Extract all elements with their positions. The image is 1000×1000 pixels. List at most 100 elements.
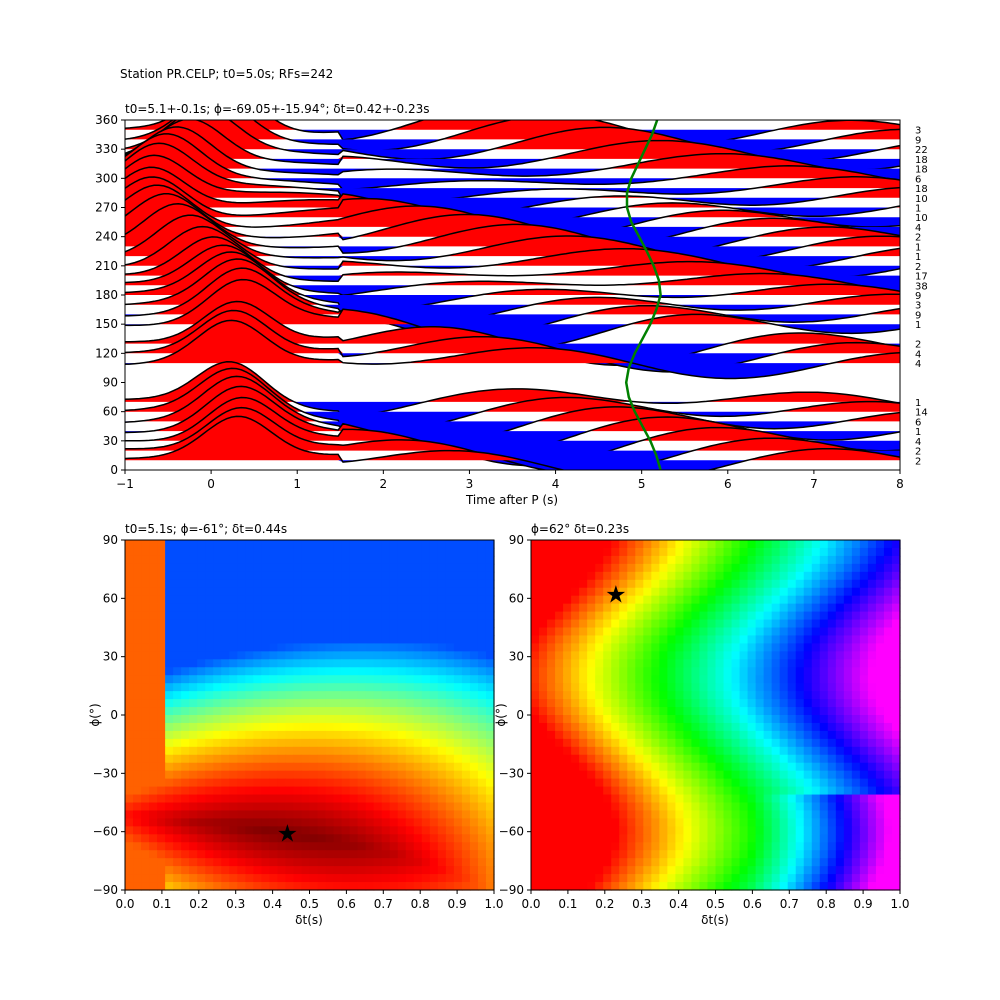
heat-cell [859, 715, 869, 724]
heat-cell [555, 746, 564, 756]
heat-cell [691, 778, 701, 788]
heat-cell [397, 746, 407, 756]
heat-cell [229, 802, 238, 812]
heat-cell [349, 691, 359, 700]
heat-cell [485, 762, 495, 772]
heat-cell [389, 619, 399, 629]
heat-cell [253, 738, 262, 748]
heat-cell [867, 850, 877, 859]
heat-cell [723, 866, 733, 875]
heat-cell [149, 571, 158, 581]
count-label: 4 [915, 223, 921, 234]
heat-cell [755, 540, 765, 549]
heat-cell [539, 722, 548, 732]
heat-cell [763, 540, 773, 549]
heat-cell [675, 667, 685, 676]
heat-cell [683, 810, 693, 819]
heat-cell [357, 754, 367, 764]
heat-cell [619, 874, 628, 883]
heat-cell [611, 707, 620, 716]
heat-cell [651, 611, 660, 621]
heat-cell [539, 874, 548, 883]
heat-cell [587, 722, 596, 732]
heat-cell [325, 730, 335, 740]
heat-cell [603, 826, 612, 835]
heat-cell [651, 643, 660, 652]
heat-cell [699, 778, 709, 788]
heat-cell [803, 858, 813, 867]
heat-cell [293, 611, 303, 621]
heat-cell [445, 770, 455, 780]
heat-cell [229, 778, 238, 788]
heat-cell [389, 794, 399, 804]
heat-cell [157, 683, 166, 692]
heat-cell [883, 762, 893, 772]
heat-cell [795, 683, 805, 692]
heat-cell [643, 579, 652, 589]
heat-cell [587, 762, 596, 772]
heat-cell [699, 738, 709, 748]
heat-cell [325, 707, 335, 716]
heat-cell [787, 826, 797, 835]
heat-cell [477, 802, 487, 812]
heat-cell [213, 563, 222, 573]
heat-cell [221, 579, 230, 589]
heat-cell [461, 675, 471, 684]
heat-cell [453, 651, 463, 660]
heat-cell [531, 651, 540, 660]
heat-cell [883, 746, 893, 756]
heat-cell [149, 667, 158, 676]
heat-cell [293, 834, 303, 843]
heat-cell [285, 746, 295, 756]
heat-cell [587, 738, 596, 748]
heat-cell [197, 595, 206, 605]
heat-cell [453, 802, 463, 812]
heat-cell [683, 699, 693, 708]
heat-cell [349, 699, 359, 708]
heat-cell [683, 715, 693, 724]
heat-cell [555, 715, 564, 724]
heat-cell [205, 746, 214, 756]
heat-cell [149, 842, 158, 851]
heat-cell [229, 635, 238, 644]
heat-cell [723, 651, 733, 660]
heat-cell [341, 563, 351, 573]
heat-cell [867, 563, 877, 573]
heat-cell [875, 786, 885, 796]
heat-cell [547, 746, 556, 756]
heat-cell [699, 611, 709, 621]
heat-cell [747, 770, 757, 780]
heat-cell [149, 675, 158, 684]
heat-cell [843, 882, 853, 891]
heat-cell [635, 563, 644, 573]
heat-cell [595, 882, 604, 891]
heat-cell [563, 563, 572, 573]
heat-cell [189, 770, 198, 780]
heat-cell [579, 850, 588, 859]
heat-cell [157, 699, 166, 708]
heat-cell [373, 547, 383, 557]
heat-cell [811, 659, 821, 668]
heat-cell [461, 882, 471, 891]
heat-cell [547, 794, 556, 804]
heat-cell [643, 786, 652, 796]
heat-cell [245, 842, 254, 851]
heat-cell [405, 667, 415, 676]
heat-cell [317, 635, 327, 644]
heat-cell [675, 722, 685, 732]
heat-cell [843, 738, 853, 748]
heat-cell [707, 874, 717, 883]
heat-cell [795, 762, 805, 772]
heat-cell [413, 627, 423, 637]
heat-cell [437, 627, 447, 637]
heat-cell [341, 571, 351, 581]
heat-cell [389, 730, 399, 740]
heat-cell [269, 595, 279, 605]
heat-cell [571, 547, 580, 557]
heat-cell [373, 770, 383, 780]
heat-cell [531, 579, 540, 589]
heat-cell [555, 595, 564, 605]
heat-cell [787, 874, 797, 883]
heat-cell [611, 587, 620, 597]
heat-cell [859, 619, 869, 629]
